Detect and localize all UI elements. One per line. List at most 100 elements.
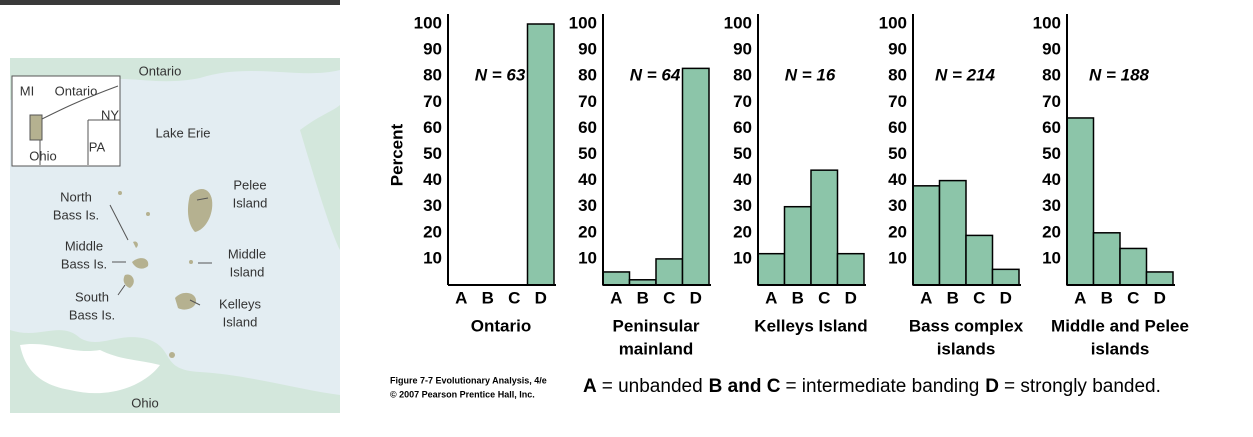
y-axis-title: Percent bbox=[387, 123, 406, 186]
y-tick-label: 90 bbox=[578, 40, 597, 59]
y-tick-label: 20 bbox=[733, 222, 752, 241]
y-tick-label: 90 bbox=[888, 40, 907, 59]
y-tick-label: 50 bbox=[578, 144, 597, 163]
map-label: Ohio bbox=[131, 395, 158, 410]
x-tick-label: D bbox=[1000, 288, 1012, 307]
x-tick-label: D bbox=[535, 288, 547, 307]
map-label: Island bbox=[223, 314, 258, 329]
annotation: N = 63 bbox=[475, 65, 526, 84]
x-tick-label: D bbox=[1154, 288, 1166, 307]
bar bbox=[1119, 247, 1148, 286]
map-label: Bass Is. bbox=[69, 307, 115, 322]
x-axis-title: Bass complex bbox=[909, 316, 1024, 335]
y-tick-label: 10 bbox=[423, 248, 442, 267]
y-tick-label: 40 bbox=[578, 170, 597, 189]
y-tick-label: 100 bbox=[724, 13, 752, 32]
y-tick-label: 80 bbox=[423, 66, 442, 85]
map-label: Bass Is. bbox=[61, 256, 107, 271]
y-tick-label: 30 bbox=[1042, 196, 1061, 215]
key: A = unbanded B and C = intermediate banding… bbox=[583, 376, 1161, 398]
bar bbox=[757, 252, 786, 286]
y-tick-label: 60 bbox=[1042, 118, 1061, 137]
y-tick-label: 50 bbox=[1042, 144, 1061, 163]
x-tick-label: B bbox=[792, 288, 804, 307]
annotation: N = 64 bbox=[630, 65, 681, 84]
y-tick-label: 80 bbox=[888, 66, 907, 85]
y-tick-label: 70 bbox=[578, 92, 597, 111]
y-tick-label: 100 bbox=[879, 13, 907, 32]
bar bbox=[1092, 232, 1121, 286]
map-label: South bbox=[75, 289, 109, 304]
map-label: MI bbox=[20, 83, 34, 98]
key-term: D bbox=[985, 376, 1000, 397]
map-label: Island bbox=[230, 264, 265, 279]
bar bbox=[681, 67, 710, 286]
x-tick-label: D bbox=[845, 288, 857, 307]
y-tick-label: 20 bbox=[423, 222, 442, 241]
bar bbox=[526, 23, 555, 286]
y-tick-label: 90 bbox=[1042, 40, 1061, 59]
y-tick-label: 30 bbox=[888, 196, 907, 215]
y-tick-label: 10 bbox=[733, 248, 752, 267]
photo-strip bbox=[0, 0, 340, 5]
y-tick-label: 70 bbox=[888, 92, 907, 111]
y-tick-label: 60 bbox=[888, 118, 907, 137]
x-tick-label: D bbox=[690, 288, 702, 307]
map-label: NY bbox=[101, 107, 119, 122]
y-tick-label: 40 bbox=[888, 170, 907, 189]
x-axis-title: Middle and Pelee bbox=[1051, 316, 1189, 335]
x-tick-label: C bbox=[818, 288, 830, 307]
y-tick-label: 70 bbox=[1042, 92, 1061, 111]
y-tick-label: 90 bbox=[423, 40, 442, 59]
y-tick-label: 20 bbox=[888, 222, 907, 241]
map-label: Ohio bbox=[29, 148, 56, 163]
y-tick-label: 30 bbox=[423, 196, 442, 215]
y-tick-label: 50 bbox=[423, 144, 442, 163]
y-tick-label: 80 bbox=[733, 66, 752, 85]
y-tick-label: 70 bbox=[733, 92, 752, 111]
map-label: Ontario bbox=[55, 83, 98, 98]
bar bbox=[1066, 117, 1095, 286]
caption: © 2007 Pearson Prentice Hall, Inc. bbox=[390, 389, 535, 399]
x-tick-label: C bbox=[1127, 288, 1139, 307]
bar bbox=[912, 185, 941, 286]
bar bbox=[938, 179, 967, 286]
x-tick-label: B bbox=[947, 288, 959, 307]
y-tick-label: 100 bbox=[414, 13, 442, 32]
y-tick-label: 80 bbox=[578, 66, 597, 85]
y-tick-label: 20 bbox=[578, 222, 597, 241]
y-tick-label: 60 bbox=[423, 118, 442, 137]
y-tick-label: 40 bbox=[1042, 170, 1061, 189]
x-tick-label: C bbox=[973, 288, 985, 307]
x-tick-label: A bbox=[920, 288, 932, 307]
x-axis-title: Kelleys Island bbox=[754, 316, 867, 335]
map-label: Middle bbox=[65, 238, 103, 253]
bar bbox=[965, 234, 994, 286]
bar bbox=[810, 169, 839, 286]
y-tick-label: 90 bbox=[733, 40, 752, 59]
key-text: = intermediate banding bbox=[785, 376, 980, 397]
y-tick-label: 60 bbox=[578, 118, 597, 137]
bar bbox=[783, 205, 812, 286]
x-tick-label: B bbox=[637, 288, 649, 307]
map-label: Bass Is. bbox=[53, 207, 99, 222]
bar bbox=[991, 268, 1020, 286]
y-tick-label: 100 bbox=[1033, 13, 1061, 32]
annotation: N = 16 bbox=[785, 65, 836, 84]
y-tick-label: 20 bbox=[1042, 222, 1061, 241]
x-tick-label: C bbox=[663, 288, 675, 307]
map-label: Lake Erie bbox=[156, 125, 211, 140]
annotation: N = 188 bbox=[1089, 65, 1150, 84]
y-tick-label: 100 bbox=[569, 13, 597, 32]
map-label: Island bbox=[233, 195, 268, 210]
x-axis-title: mainland bbox=[619, 339, 694, 358]
annotation: N = 214 bbox=[935, 65, 996, 84]
key-text: = unbanded bbox=[601, 376, 703, 397]
x-axis-title: Peninsular bbox=[613, 316, 700, 335]
y-tick-label: 70 bbox=[423, 92, 442, 111]
bar bbox=[1145, 271, 1174, 286]
y-tick-label: 30 bbox=[578, 196, 597, 215]
map-label: North bbox=[60, 189, 92, 204]
